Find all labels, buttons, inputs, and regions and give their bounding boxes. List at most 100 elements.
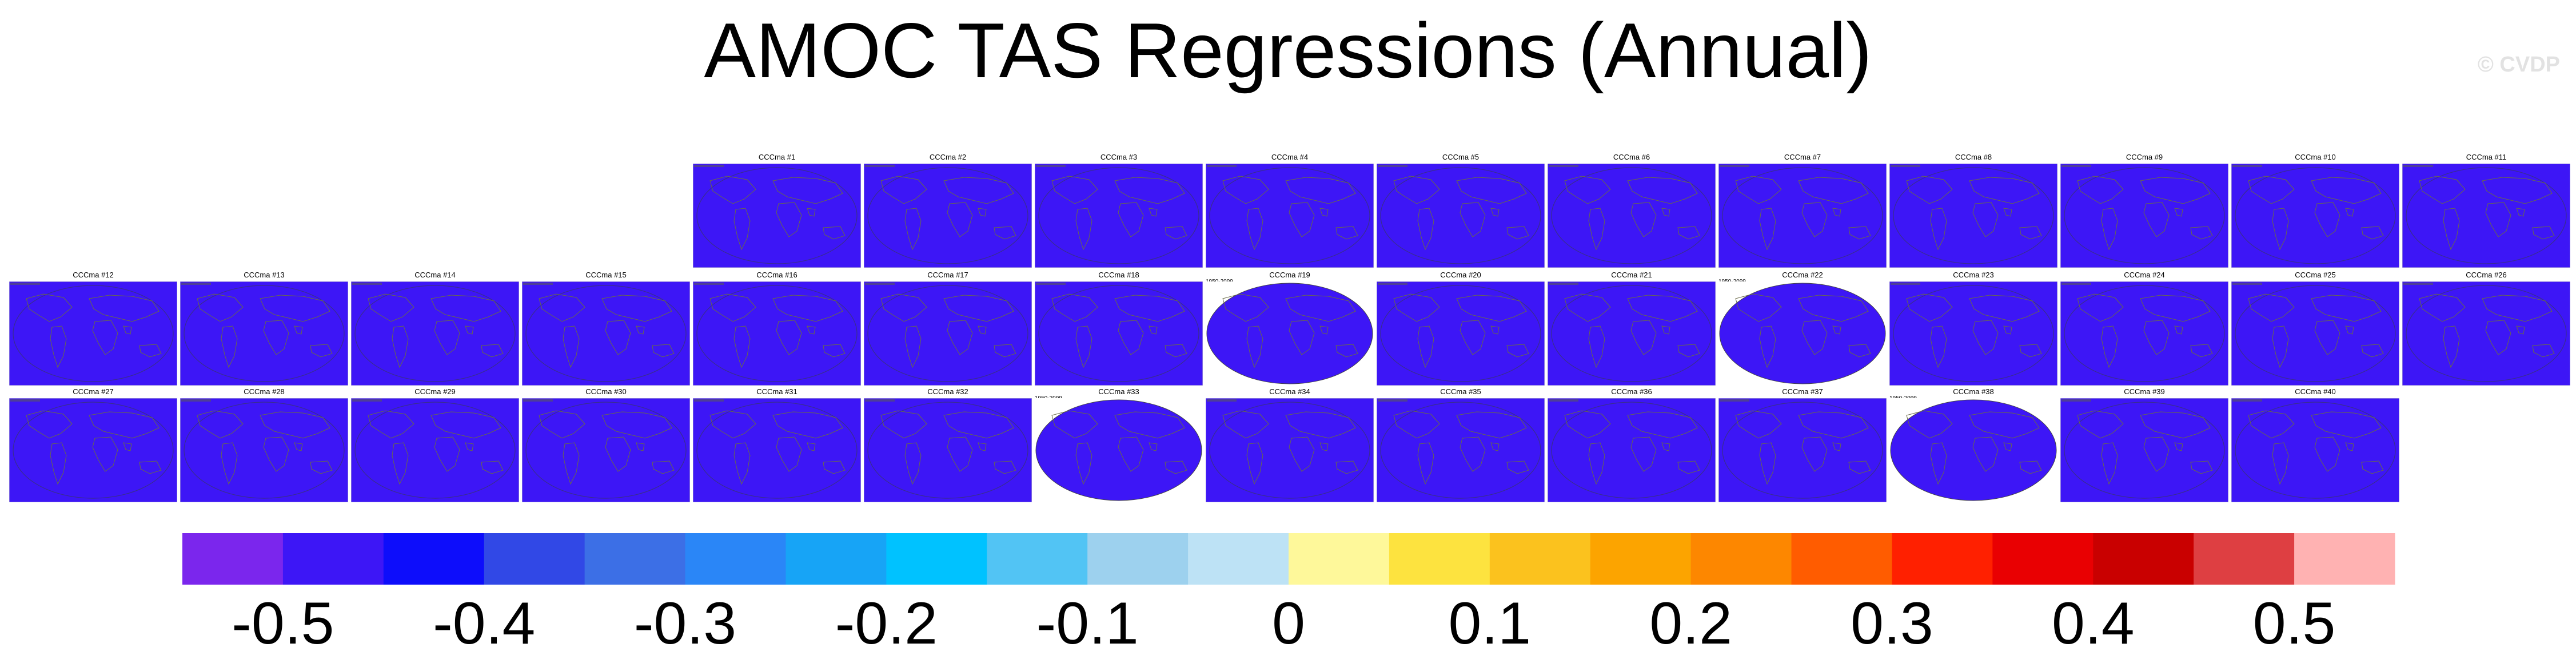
colorbar-tick-label: 0.5	[2252, 590, 2336, 657]
colorbar-box	[785, 533, 887, 585]
map-plot	[9, 281, 177, 386]
panel-title: CCCma #22	[1782, 271, 1823, 279]
map-outline	[1209, 402, 1370, 499]
coastline	[1969, 295, 2040, 322]
panel-title: CCCma #6	[1613, 153, 1650, 161]
coastline	[26, 293, 73, 322]
coastline	[1848, 344, 1871, 358]
coastline	[709, 410, 756, 439]
map-outline	[867, 285, 1028, 382]
map-field	[1206, 283, 1373, 384]
panel-title: CCCma #7	[1784, 153, 1821, 161]
coastline	[2272, 208, 2289, 251]
panel-title: CCCma #34	[1269, 387, 1310, 396]
coastline	[1630, 320, 1657, 355]
coastline	[1393, 293, 1440, 322]
map-panel: CCCma #28	[180, 388, 348, 503]
coastline	[1661, 442, 1670, 451]
coastline	[1246, 442, 1263, 485]
coastline	[994, 226, 1016, 240]
coastline	[1759, 442, 1776, 485]
coastline	[1564, 176, 1611, 204]
coastline	[1289, 436, 1315, 472]
map-panel: CCCma #6	[1548, 153, 1716, 269]
panel-title: CCCma #8	[1955, 153, 1992, 161]
coastline	[2140, 295, 2211, 322]
map-panel: CCCma #35	[1377, 388, 1545, 503]
coastline	[2077, 410, 2124, 439]
panel-title: CCCma #18	[1098, 271, 1139, 279]
map-plot	[9, 398, 177, 502]
coastline	[123, 325, 132, 335]
colorbar-box	[987, 533, 1088, 585]
map-field	[1719, 283, 1886, 384]
coastline	[392, 442, 409, 485]
coastline	[263, 320, 289, 355]
coastline	[1506, 460, 1529, 474]
colorbar-tick-label: -0.5	[232, 590, 334, 657]
coastline	[807, 325, 816, 335]
map-plot	[522, 398, 690, 502]
coastline	[2345, 208, 2354, 217]
panel-title: CCCma #32	[927, 387, 968, 396]
coastline	[123, 442, 132, 451]
map-plot	[1718, 398, 1887, 502]
panel-title: CCCma #9	[2126, 153, 2163, 161]
coastline	[807, 208, 816, 217]
map-panel: CCCma #4	[1206, 153, 1374, 269]
map-panel: CCCma #2	[864, 153, 1032, 269]
map-outline	[2064, 167, 2225, 264]
coastline	[1798, 295, 1869, 322]
panel-title: CCCma #31	[756, 387, 797, 396]
coastline	[1075, 325, 1092, 368]
map-panel: CCCma #34	[1206, 388, 1374, 503]
coastline	[1832, 442, 1841, 451]
coastline	[1149, 442, 1158, 451]
coastline	[89, 295, 159, 322]
coastline	[636, 325, 645, 335]
coastline	[1460, 202, 1486, 237]
map-inset-label	[694, 399, 724, 402]
map-panel: CCCma #331950-2099	[1035, 388, 1203, 503]
coastline	[1506, 226, 1529, 240]
colorbar-box	[1188, 533, 1289, 585]
map-outline	[2406, 285, 2567, 382]
coastline	[2311, 411, 2382, 439]
map-outline	[2235, 402, 2396, 499]
coastline	[880, 293, 927, 322]
coastline	[1564, 410, 1611, 439]
coastline	[978, 325, 987, 335]
coastline	[2345, 442, 2354, 451]
map-plot	[1548, 398, 1716, 502]
map-inset-label	[181, 399, 211, 402]
map-panel: CCCma #5	[1377, 153, 1545, 269]
coastline	[1798, 177, 1869, 204]
map-inset-label	[694, 283, 724, 285]
coastline	[1319, 325, 1329, 335]
map-inset-label	[1720, 165, 1749, 167]
coastline	[1393, 176, 1440, 204]
panel-title: CCCma #30	[585, 387, 627, 396]
coastline	[1289, 202, 1315, 237]
map-inset-label	[1378, 399, 1407, 402]
panel-title: CCCma #2	[929, 153, 967, 161]
map-outline	[696, 402, 858, 499]
coastline	[2314, 436, 2340, 472]
coastline	[947, 202, 973, 237]
coastline	[2311, 177, 2382, 204]
coastline	[2314, 202, 2340, 237]
coastline	[709, 176, 756, 204]
coastline	[563, 442, 580, 485]
map-outline	[1551, 402, 1712, 499]
coastline	[904, 442, 922, 485]
coastline	[2003, 442, 2012, 451]
map-outline	[354, 402, 516, 499]
map-panel: CCCma #20	[1377, 271, 1545, 387]
coastline	[2248, 176, 2295, 204]
coastline	[2532, 344, 2555, 358]
coastline	[1149, 325, 1158, 335]
coastline	[1417, 208, 1434, 251]
panel-title: CCCma #17	[927, 271, 968, 279]
panel-title: CCCma #25	[2295, 271, 2336, 279]
